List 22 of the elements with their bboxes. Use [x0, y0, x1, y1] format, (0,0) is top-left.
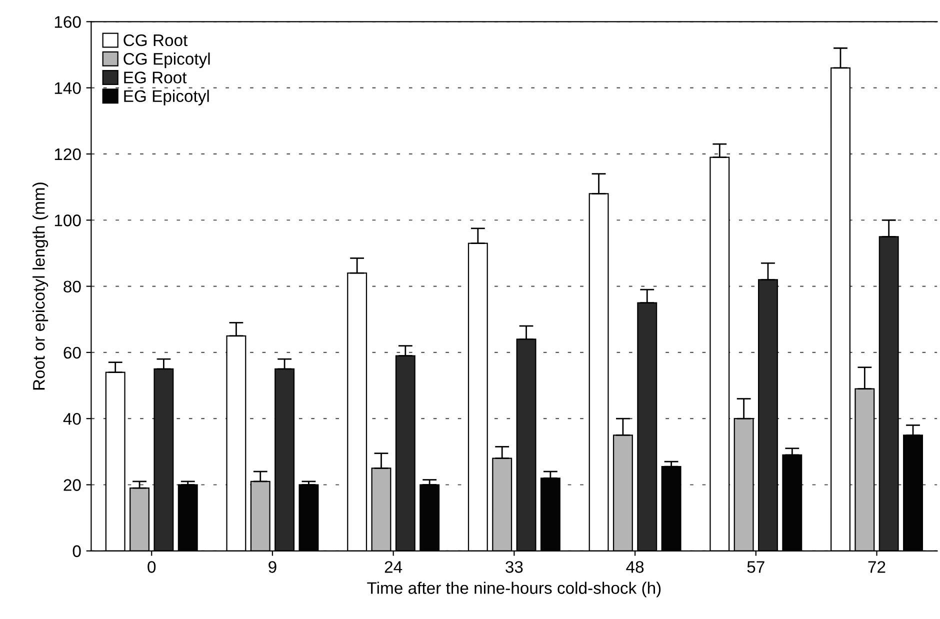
- y-tick-label: 80: [64, 280, 81, 292]
- legend-label: CG Root: [124, 34, 188, 46]
- x-axis-title: Time after the nine-hours cold-shock (h): [367, 582, 661, 598]
- legend-label: EG Root: [124, 72, 187, 84]
- y-tick-label: 160: [54, 16, 81, 28]
- y-tick-label: 120: [54, 148, 81, 160]
- legend-label: CG Epicotyl: [124, 52, 210, 68]
- x-tick-label: 0: [148, 561, 156, 573]
- y-tick-label: 100: [54, 214, 81, 226]
- legend-label: EG Epicotyl: [124, 90, 209, 106]
- x-tick-label: 9: [268, 561, 276, 573]
- x-tick-label: 33: [506, 561, 523, 573]
- x-tick-label: 57: [747, 561, 764, 573]
- y-tick-label: 60: [64, 346, 81, 359]
- x-tick-label: 72: [868, 561, 886, 573]
- x-tick-label: 48: [626, 561, 644, 573]
- y-tick-label: 40: [63, 413, 81, 425]
- x-tick-label: 24: [384, 561, 402, 573]
- y-tick-label: 0: [72, 545, 81, 558]
- y-tick-label: 20: [64, 479, 81, 491]
- y-tick-label: 140: [54, 82, 81, 94]
- y-axis-title: Root or epicotyl length (mm): [32, 182, 48, 390]
